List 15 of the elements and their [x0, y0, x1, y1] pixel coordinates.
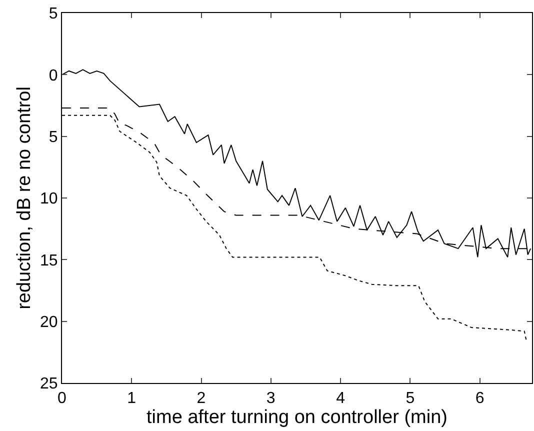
x-tick-label: 4: [336, 390, 346, 408]
y-tick-label: 20: [40, 314, 58, 331]
y-tick-label: 10: [40, 190, 58, 208]
x-tick-label: 2: [196, 390, 206, 408]
y-tick-label: 5: [48, 128, 58, 146]
x-tick-label: 6: [475, 390, 484, 408]
x-tick-label: 5: [406, 390, 415, 408]
x-axis-title: time after turning on controller (min): [146, 407, 448, 428]
y-tick-label: 25: [40, 376, 58, 393]
y-tick-label: 0: [48, 67, 58, 84]
y-tick-label: 15: [40, 252, 58, 270]
y-tick-label: 5: [48, 6, 58, 23]
x-tick-label: 1: [127, 390, 136, 408]
x-tick-label: 3: [266, 390, 276, 408]
y-axis-title: reduction, dB re no control: [14, 86, 35, 310]
